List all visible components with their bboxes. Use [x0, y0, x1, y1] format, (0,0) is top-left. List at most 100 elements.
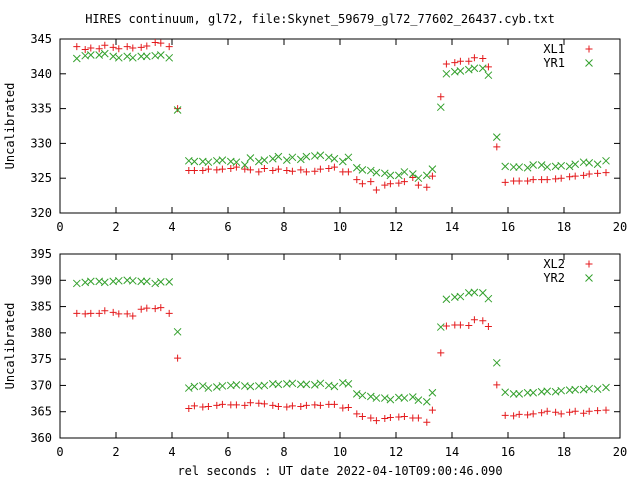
data-point	[400, 178, 408, 186]
data-point	[409, 174, 417, 182]
data-point	[557, 386, 566, 395]
y-tick-label: 390	[30, 273, 52, 287]
data-point	[479, 54, 487, 62]
data-point	[246, 399, 254, 407]
y-tick-label: 365	[30, 405, 52, 419]
chart-panel-1: 0 2 4 6 8 10 12 14 16 18 20 320 325 330 335 340 345 Uncal…	[3, 32, 627, 234]
data-point	[515, 177, 523, 185]
data-point	[86, 277, 95, 286]
legend-marker	[585, 260, 593, 268]
x-tick-label: 14	[445, 220, 459, 234]
data-point	[523, 388, 532, 397]
data-point	[297, 166, 305, 174]
data-point	[100, 278, 109, 287]
data-point	[184, 384, 193, 392]
data-point	[395, 413, 403, 421]
x-tick-label: 16	[501, 220, 515, 234]
data-point	[442, 69, 451, 78]
data-point	[580, 171, 588, 179]
y-tick-label: 395	[30, 247, 52, 261]
data-point	[428, 388, 437, 397]
x-tick-label: 20	[613, 220, 627, 234]
data-point	[428, 172, 436, 180]
data-point	[128, 276, 137, 285]
data-point	[353, 176, 361, 184]
data-point	[72, 279, 81, 288]
data-point	[246, 382, 255, 391]
data-point	[358, 391, 367, 400]
data-point	[330, 382, 339, 391]
data-point	[557, 410, 565, 418]
data-point	[380, 169, 389, 178]
x-tick-label: 16	[501, 445, 515, 459]
data-point	[143, 304, 151, 312]
data-point	[151, 305, 159, 313]
data-point	[274, 165, 282, 173]
x-tick-label: 8	[280, 220, 287, 234]
data-point	[367, 178, 375, 186]
data-point	[128, 53, 137, 62]
data-point	[115, 310, 123, 318]
x-tick-label: 6	[224, 445, 231, 459]
data-point	[344, 168, 352, 176]
plot-frame	[59, 38, 621, 214]
data-point	[456, 292, 465, 301]
data-point	[437, 349, 445, 357]
data-point	[372, 394, 381, 402]
data-point	[501, 388, 510, 397]
data-point	[302, 152, 311, 161]
data-point	[529, 161, 538, 169]
data-point	[101, 307, 109, 315]
data-point	[174, 354, 182, 362]
data-point	[73, 43, 81, 51]
data-point	[114, 53, 123, 62]
x-tick-label: 6	[224, 220, 231, 234]
data-point	[470, 54, 478, 62]
series-YR1	[72, 49, 610, 183]
data-point	[523, 163, 532, 172]
data-point	[151, 279, 160, 288]
data-point	[241, 165, 249, 173]
data-point	[129, 312, 137, 320]
data-point	[260, 381, 269, 390]
page-title: HIRES continuum, gl72, file:Skynet_59679…	[85, 12, 555, 26]
data-point	[414, 174, 423, 183]
data-point	[456, 57, 464, 65]
x-tick-label: 14	[445, 445, 459, 459]
data-point	[338, 157, 347, 166]
data-point	[400, 168, 409, 176]
data-point	[422, 171, 431, 180]
data-point	[585, 170, 593, 178]
data-point	[109, 308, 117, 316]
data-point	[232, 158, 241, 167]
data-point	[330, 400, 338, 408]
chart-panel-2: 0 2 4 6 8 10 12 14 16 18 20 360 365 370 375 380 385 390 39…	[3, 247, 627, 459]
data-point	[151, 38, 159, 46]
data-point	[246, 166, 254, 174]
data-point	[137, 305, 145, 313]
data-point	[352, 389, 361, 398]
series-XL1	[73, 38, 610, 194]
y-axis-label: Uncalibrated	[3, 303, 17, 390]
data-point	[95, 45, 103, 53]
data-point	[381, 181, 389, 189]
data-point	[288, 153, 297, 162]
data-point	[101, 41, 109, 49]
data-point	[353, 410, 361, 418]
data-point	[501, 178, 509, 186]
data-point	[288, 167, 296, 175]
y-tick-label: 370	[30, 378, 52, 392]
legend-marker	[585, 45, 593, 53]
data-point	[260, 164, 268, 172]
data-point	[87, 44, 95, 52]
data-point	[142, 52, 151, 61]
data-point	[129, 44, 137, 52]
data-point	[386, 171, 395, 180]
data-point	[414, 396, 423, 405]
data-point	[123, 43, 131, 51]
data-point	[423, 183, 431, 191]
data-point	[602, 156, 610, 165]
data-point	[344, 153, 353, 162]
x-tick-label: 12	[389, 445, 403, 459]
data-point	[316, 379, 325, 388]
